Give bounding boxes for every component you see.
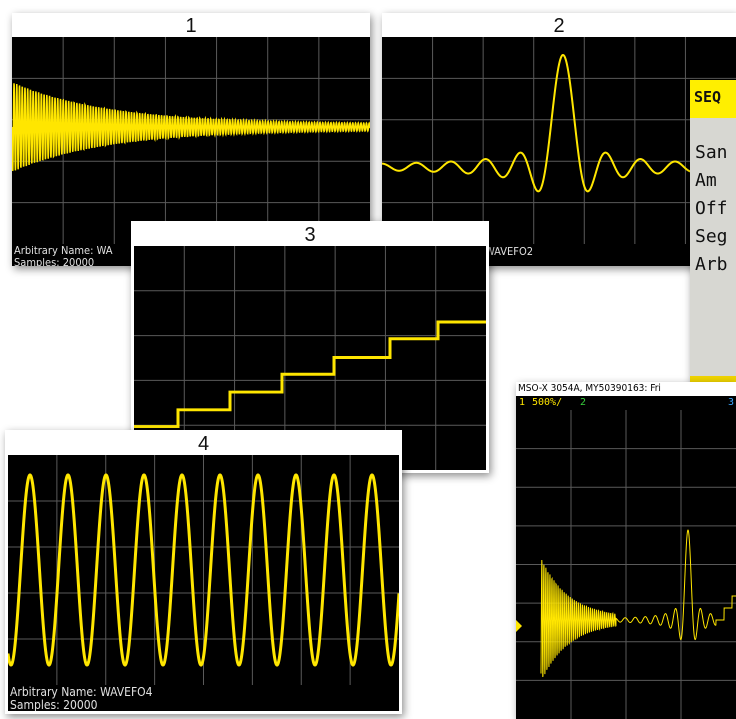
panel-title: 3 [134,224,486,246]
panel-title: 2 [382,13,736,37]
plot-svg-1 [12,37,370,244]
channel-1-label[interactable]: 1 [519,397,526,408]
channel-2-label[interactable]: 2 [580,397,587,408]
plot-area [382,37,736,244]
scope-svg [516,410,736,719]
panel-title: 1 [12,13,370,37]
waveform-panel-4: 4 Arbitrary Name: WAVEFO4 Samples: 20000 [5,430,402,714]
info-bar: WAVEFO2 [382,244,736,266]
panel-title: 4 [8,433,399,455]
grid [12,37,370,244]
plot-svg-4 [8,455,399,685]
grid [382,37,736,244]
dialog-header: SEQ [690,80,736,118]
plot-svg-2 [382,37,736,244]
plot-area [134,246,486,470]
waveform-trace [8,473,399,667]
arbitrary-name-label: Arbitrary Name: WA [14,244,113,257]
info-bar: Arbitrary Name: WA Samples: 20000 [12,244,370,266]
grid [516,410,736,719]
arbitrary-name-label: WAVEFO2 [485,245,534,258]
dialog-row-sample-rate[interactable]: San [695,142,728,163]
info-bar: Arbitrary Name: WAVEFO4 Samples: 20000 [8,685,399,711]
samples-label: Samples: 20000 [10,697,98,712]
dialog-row-amplitude[interactable]: Am [695,170,717,191]
plot-area [8,455,399,685]
dialog-row-offset[interactable]: Off [695,198,728,219]
scope-plot [516,410,736,719]
dialog-row-segment[interactable]: Seg [695,226,728,247]
waveform-trace [12,83,370,172]
waveform-trace [382,53,736,193]
scope-header: MSO-X 3054A, MY50390163: Fri [516,382,736,396]
channel-3-label[interactable]: 3 [728,397,735,408]
waveform-trace [134,320,486,429]
oscilloscope-screen: MSO-X 3054A, MY50390163: Fri 1 500%/ 2 3 [516,382,736,719]
channel-bar: 1 500%/ 2 3 [516,396,736,410]
dialog-row-arb[interactable]: Arb [695,254,728,275]
samples-label: Samples: 20000 [14,255,95,266]
scope-trace [540,529,736,678]
arbitrary-name-label: Arbitrary Name: WAVEFO4 [10,685,153,699]
channel-1-scale: 500%/ [532,397,563,408]
ground-marker [516,620,522,632]
plot-svg-3 [134,246,486,470]
plot-area [12,37,370,244]
